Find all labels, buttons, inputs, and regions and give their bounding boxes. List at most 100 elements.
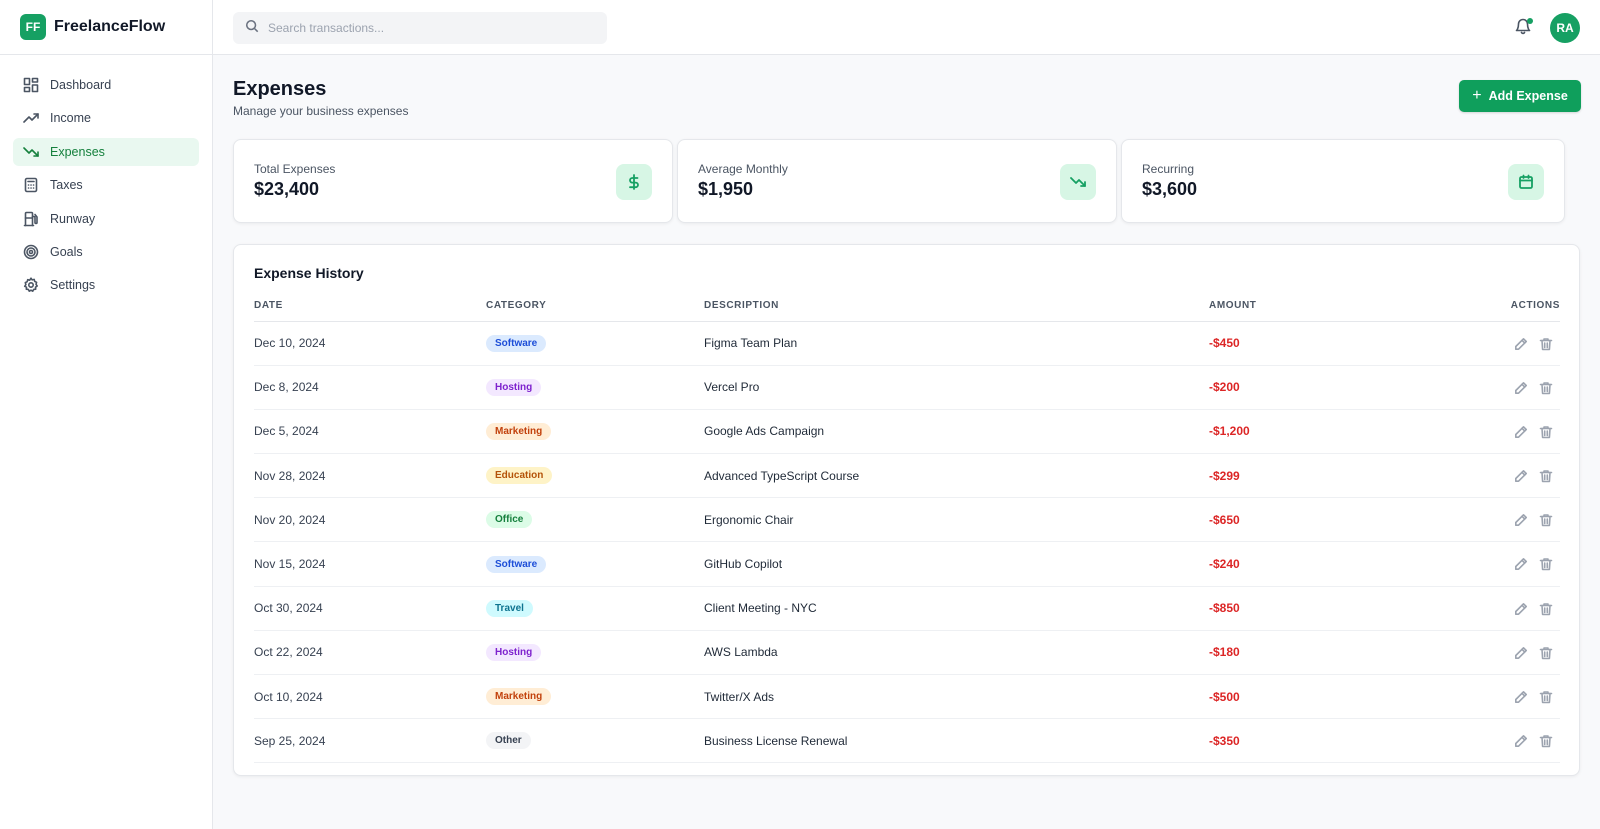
expense-actions xyxy=(1409,541,1560,587)
stat-value: $1,950 xyxy=(698,179,754,199)
edit-icon[interactable] xyxy=(1514,557,1528,571)
stat-card-average-monthly: Average Monthly $1,950 xyxy=(677,139,1117,223)
expense-actions xyxy=(1409,586,1560,631)
sidebar-item-income[interactable]: Income xyxy=(13,104,199,132)
edit-icon[interactable] xyxy=(1514,602,1528,616)
trash-icon[interactable] xyxy=(1539,425,1553,439)
table-row[interactable]: Oct 22, 2024 Hosting AWS Lambda -$180 xyxy=(254,630,1560,676)
edit-icon[interactable] xyxy=(1514,469,1528,483)
category-badge: Hosting xyxy=(486,643,542,661)
expense-date: Nov 20, 2024 xyxy=(254,497,486,543)
expense-date: Dec 5, 2024 xyxy=(254,409,486,455)
brand[interactable]: FF FreelanceFlow xyxy=(0,0,212,55)
stat-value: $23,400 xyxy=(254,179,320,199)
trash-icon[interactable] xyxy=(1539,469,1553,483)
expense-amount: -$450 xyxy=(1209,321,1409,366)
category-badge: Travel xyxy=(486,599,533,617)
expense-date: Sep 25, 2024 xyxy=(254,718,486,764)
trash-icon[interactable] xyxy=(1539,337,1553,351)
expense-description: Business License Renewal xyxy=(704,718,1209,764)
page-subtitle: Manage your business expenses xyxy=(233,104,409,118)
trash-icon[interactable] xyxy=(1539,690,1553,704)
table-row[interactable]: Dec 5, 2024 Marketing Google Ads Campaign -… xyxy=(254,409,1560,455)
sidebar-item-label: Dashboard xyxy=(50,78,112,92)
column-header-amount[interactable]: AMOUNT xyxy=(1209,290,1409,322)
trash-icon[interactable] xyxy=(1539,513,1553,527)
search-input[interactable] xyxy=(268,21,588,35)
sidebar-item-expenses[interactable]: Expenses xyxy=(13,137,199,166)
add-expense-label: Add Expense xyxy=(1488,89,1568,103)
edit-icon[interactable] xyxy=(1514,513,1528,527)
notification-dot xyxy=(1527,18,1533,24)
search-box[interactable] xyxy=(233,12,607,44)
trash-icon[interactable] xyxy=(1539,381,1553,395)
sidebar-nav: Dashboard Income Expenses Taxes Runway xyxy=(0,55,212,299)
calendar-icon xyxy=(1508,164,1544,200)
bell-icon xyxy=(1514,18,1532,39)
edit-icon[interactable] xyxy=(1514,690,1528,704)
sidebar-item-goals[interactable]: Goals xyxy=(13,238,199,266)
avatar[interactable]: RA xyxy=(1550,13,1580,43)
target-icon xyxy=(23,244,39,260)
sidebar-item-label: Expenses xyxy=(50,144,105,159)
table-row[interactable]: Sep 25, 2024 Other Business License Renewa… xyxy=(254,718,1560,764)
stat-label: Average Monthly xyxy=(698,162,788,176)
expense-history-table: DATE CATEGORY DESCRIPTION AMOUNT ACTIONS… xyxy=(254,290,1560,764)
expense-description: Google Ads Campaign xyxy=(704,409,1209,455)
fuel-icon xyxy=(23,211,39,227)
trash-icon[interactable] xyxy=(1539,602,1553,616)
table-row[interactable]: Nov 20, 2024 Office Ergonomic Chair -$650 xyxy=(254,497,1560,543)
topbar: RA xyxy=(213,0,1600,55)
expense-amount: -$500 xyxy=(1209,674,1409,720)
sidebar-item-taxes[interactable]: Taxes xyxy=(13,171,199,199)
expense-category-cell: Marketing xyxy=(486,409,704,455)
expense-amount: -$1,200 xyxy=(1209,409,1409,455)
column-header-date[interactable]: DATE xyxy=(254,290,486,322)
table-row[interactable]: Oct 30, 2024 Travel Client Meeting - NYC -$… xyxy=(254,586,1560,631)
add-expense-button[interactable]: + Add Expense xyxy=(1459,80,1581,112)
expense-date: Nov 28, 2024 xyxy=(254,453,486,499)
expense-category-cell: Office xyxy=(486,497,704,543)
table-row[interactable]: Dec 10, 2024 Software Figma Team Plan -$450 xyxy=(254,321,1560,366)
expense-description: Vercel Pro xyxy=(704,365,1209,410)
dollar-icon xyxy=(616,164,652,200)
expense-date: Oct 30, 2024 xyxy=(254,586,486,631)
stat-card-recurring: Recurring $3,600 xyxy=(1121,139,1565,223)
trending-down-icon xyxy=(1060,164,1096,200)
sidebar-item-label: Settings xyxy=(50,278,96,293)
expense-actions xyxy=(1409,674,1560,720)
category-badge: Office xyxy=(486,511,533,529)
expense-description: AWS Lambda xyxy=(704,630,1209,676)
sidebar-item-dashboard[interactable]: Dashboard xyxy=(13,71,199,99)
expense-amount: -$180 xyxy=(1209,630,1409,676)
edit-icon[interactable] xyxy=(1514,425,1528,439)
trash-icon[interactable] xyxy=(1539,557,1553,571)
table-row[interactable]: Nov 28, 2024 Education Advanced TypeScript… xyxy=(254,453,1560,499)
sidebar: FF FreelanceFlow Dashboard Income Expens… xyxy=(0,0,213,829)
notifications-button[interactable] xyxy=(1514,17,1534,37)
sidebar-item-settings[interactable]: Settings xyxy=(13,271,199,299)
expense-date: Oct 22, 2024 xyxy=(254,630,486,676)
trash-icon[interactable] xyxy=(1539,646,1553,660)
expense-actions xyxy=(1409,630,1560,676)
edit-icon[interactable] xyxy=(1514,381,1528,395)
sidebar-item-runway[interactable]: Runway xyxy=(13,205,199,233)
expense-history-title: Expense History xyxy=(254,265,364,281)
edit-icon[interactable] xyxy=(1514,646,1528,660)
edit-icon[interactable] xyxy=(1514,734,1528,748)
column-header-description[interactable]: DESCRIPTION xyxy=(704,290,1209,322)
expense-date: Nov 15, 2024 xyxy=(254,541,486,587)
trash-icon[interactable] xyxy=(1539,734,1553,748)
column-header-category[interactable]: CATEGORY xyxy=(486,290,704,322)
stats-row: Total Expenses $23,400 Average Monthly $… xyxy=(233,139,1580,223)
table-row[interactable]: Nov 15, 2024 Software GitHub Copilot -$240 xyxy=(254,541,1560,587)
expense-amount: -$200 xyxy=(1209,365,1409,410)
expense-category-cell: Marketing xyxy=(486,674,704,720)
expense-description: Twitter/X Ads xyxy=(704,674,1209,720)
expense-amount: -$350 xyxy=(1209,718,1409,764)
expense-actions xyxy=(1409,497,1560,543)
expense-history-card: Expense History DATE CATEGORY DESCRIPTIO… xyxy=(233,244,1580,776)
edit-icon[interactable] xyxy=(1514,337,1528,351)
table-row[interactable]: Dec 8, 2024 Hosting Vercel Pro -$200 xyxy=(254,365,1560,410)
table-row[interactable]: Oct 10, 2024 Marketing Twitter/X Ads -$500 xyxy=(254,674,1560,720)
